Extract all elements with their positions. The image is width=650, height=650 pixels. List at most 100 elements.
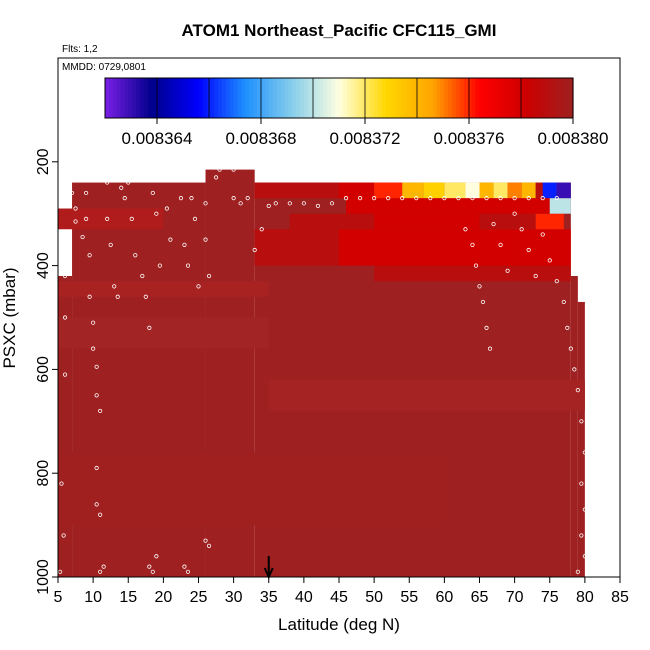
colorbar-segment xyxy=(327,78,332,118)
x-tick-label: 75 xyxy=(541,589,559,606)
observation-points xyxy=(58,164,587,574)
colorbar-segment xyxy=(479,78,484,118)
colorbar-tick-label: 0.008376 xyxy=(434,129,505,148)
y-tick-label: 600 xyxy=(35,356,52,383)
observation-point xyxy=(231,196,236,201)
observation-point xyxy=(76,175,82,180)
colorbar-segment xyxy=(159,78,165,118)
heatmap-cell xyxy=(479,182,494,199)
x-tick-label: 50 xyxy=(365,589,383,606)
heatmap-cell xyxy=(346,198,480,214)
colorbar-segment xyxy=(401,78,406,118)
colorbar-segment xyxy=(467,78,473,118)
colorbar-segment xyxy=(264,78,270,118)
x-tick-label: 65 xyxy=(471,589,489,606)
colorbar-segment xyxy=(374,78,379,118)
colorbar-segment xyxy=(296,78,301,118)
colorbar-segment xyxy=(233,78,239,118)
observation-point xyxy=(150,569,155,574)
colorbar-segment xyxy=(428,78,434,118)
x-tick-label: 85 xyxy=(611,589,629,606)
heatmap-cell xyxy=(507,182,522,199)
observation-point xyxy=(98,512,103,517)
observation-point xyxy=(582,450,587,455)
colorbar-segment xyxy=(300,78,305,118)
observation-point xyxy=(442,196,447,201)
observation-point xyxy=(512,211,517,216)
observation-point xyxy=(115,294,120,299)
observation-point xyxy=(80,234,85,240)
x-axis: 5 10 15 20 25 30 35 40 45 50 55 60 65 70 75 80 85 xyxy=(54,577,629,606)
colorbar-segment xyxy=(495,78,500,118)
y-axis-label: PSXC (mbar) xyxy=(0,267,19,368)
observation-point xyxy=(554,196,559,201)
colorbar-segment xyxy=(229,78,235,118)
x-tick-label: 45 xyxy=(330,589,348,606)
colorbar-segment xyxy=(136,78,141,118)
x-tick-label: 15 xyxy=(119,589,137,606)
colorbar-segment xyxy=(268,78,274,118)
observation-point xyxy=(101,564,106,569)
x-tick-label: 35 xyxy=(260,589,278,606)
observation-point xyxy=(98,408,103,414)
observation-point xyxy=(477,284,482,289)
heatmap-cell xyxy=(374,265,571,282)
colorbar-segment xyxy=(222,78,227,118)
heatmap-cell xyxy=(542,182,557,199)
colorbar-segment xyxy=(151,78,157,118)
colorbar: 0.008364 0.008368 0.008372 0.008376 0.008380 xyxy=(104,77,608,148)
observation-point xyxy=(217,167,222,172)
colorbar-segment xyxy=(448,78,453,118)
chart-title: ATOM1 Northeast_Pacific CFC115_GMI xyxy=(182,21,497,40)
x-tick-label: 60 xyxy=(435,589,453,606)
observation-point xyxy=(154,211,159,216)
colorbar-segment xyxy=(436,78,441,118)
observation-point xyxy=(91,346,96,351)
observation-point xyxy=(62,372,68,377)
colorbar-segment xyxy=(140,78,145,118)
y-axis: 200 400 600 800 1000 xyxy=(35,148,58,595)
x-tick-label: 25 xyxy=(190,589,208,606)
colorbar-segment xyxy=(483,78,488,118)
colorbar-segment xyxy=(292,78,297,118)
colorbar-segment xyxy=(541,78,547,118)
observation-point xyxy=(84,190,89,196)
observation-point xyxy=(206,543,212,548)
observation-point xyxy=(315,203,321,209)
observation-point xyxy=(575,569,580,574)
heatmap-cell xyxy=(254,182,339,199)
x-tick-label: 10 xyxy=(84,589,102,606)
heatmap-cell xyxy=(374,182,403,199)
observation-point xyxy=(203,201,208,206)
date-label: MMDD: 0729,0801 xyxy=(62,62,146,73)
colorbar-segment xyxy=(487,78,492,118)
colorbar-tick-label: 0.008364 xyxy=(122,129,193,148)
observation-point xyxy=(84,216,89,221)
observation-point xyxy=(273,201,278,206)
observation-point xyxy=(484,196,489,201)
colorbar-segment xyxy=(537,78,543,118)
colorbar-segment xyxy=(498,78,504,118)
observation-point xyxy=(69,190,75,196)
colorbar-segment xyxy=(459,78,465,118)
observation-point xyxy=(143,294,148,299)
observation-point xyxy=(161,175,166,180)
heatmap-cell xyxy=(58,452,445,526)
colorbar-segment xyxy=(179,78,184,118)
colorbar-segment xyxy=(346,78,352,118)
heatmap-cell xyxy=(254,229,339,266)
colorbar-segment xyxy=(510,78,516,118)
observation-point xyxy=(94,364,99,369)
colorbar-segment xyxy=(194,78,200,118)
x-tick-label: 5 xyxy=(54,589,63,606)
observation-point xyxy=(400,196,405,201)
observation-point xyxy=(582,554,587,559)
observation-point xyxy=(73,219,78,224)
colorbar-segment xyxy=(463,78,469,118)
observation-point xyxy=(164,206,169,211)
colorbar-segment xyxy=(381,78,387,118)
observation-point xyxy=(231,167,236,172)
colorbar-segment xyxy=(354,78,360,118)
observation-point xyxy=(175,175,180,180)
